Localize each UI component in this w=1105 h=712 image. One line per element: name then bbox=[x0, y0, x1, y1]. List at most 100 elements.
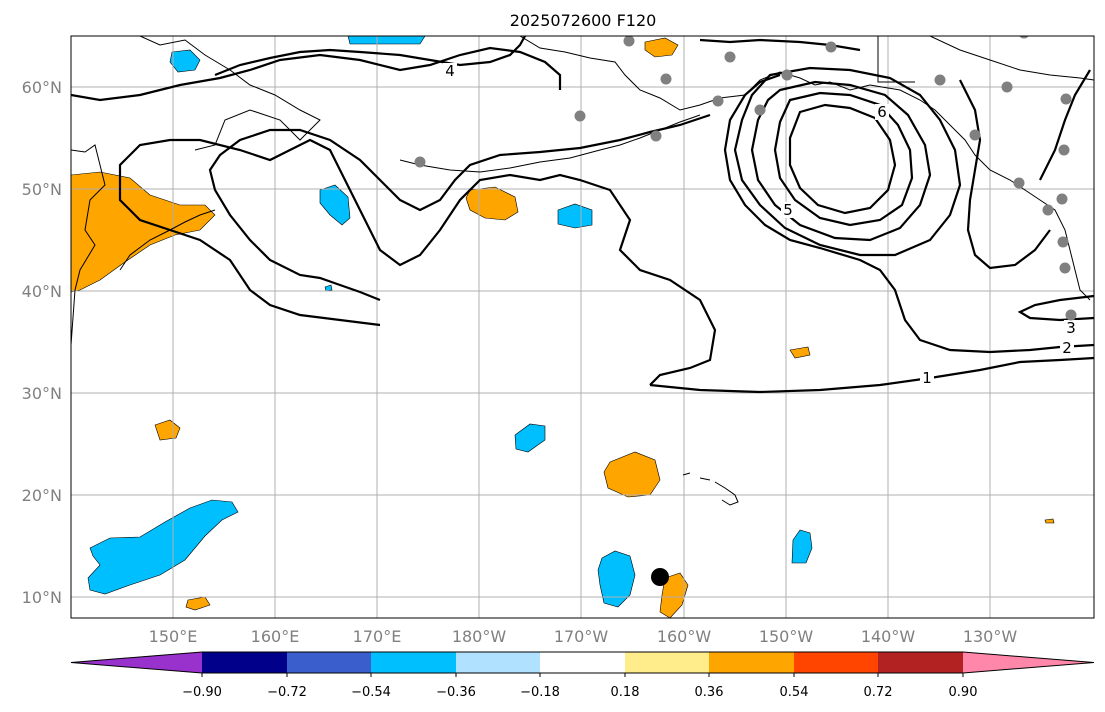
colorbar-segment bbox=[878, 652, 963, 673]
station-marker bbox=[1057, 236, 1069, 248]
colorbar-segment bbox=[709, 652, 794, 673]
station-marker bbox=[414, 156, 426, 168]
station-marker bbox=[825, 41, 837, 53]
anomaly-region-bering-b bbox=[347, 36, 426, 45]
coastline-chukotka bbox=[139, 36, 321, 151]
station-marker bbox=[754, 104, 766, 116]
anomaly-region-aleutian bbox=[319, 184, 351, 226]
lat-label: 10°N bbox=[22, 588, 62, 607]
station-marker bbox=[1013, 177, 1025, 189]
station-marker bbox=[650, 130, 662, 142]
anomaly-region-subtropic-west bbox=[154, 419, 181, 441]
coastline-hawaii bbox=[682, 472, 739, 506]
station-markers bbox=[414, 36, 1077, 321]
anomaly-region-small bbox=[324, 284, 333, 292]
lon-label: 170°E bbox=[353, 627, 402, 646]
map-title: 2025072600 F120 bbox=[510, 11, 657, 30]
anomaly-region-west-subtropic bbox=[87, 499, 239, 595]
colorbar-extend-min bbox=[71, 652, 203, 673]
lat-label: 60°N bbox=[22, 78, 62, 97]
lat-label: 40°N bbox=[22, 282, 62, 301]
colorbar-segment bbox=[287, 652, 371, 673]
anomaly-region-south-central-b bbox=[597, 550, 636, 608]
storm-center-marker bbox=[651, 568, 669, 586]
contour-label-4: 4 bbox=[445, 62, 455, 80]
lat-label: 30°N bbox=[22, 384, 62, 403]
lat-label: 20°N bbox=[22, 486, 62, 505]
anomaly-region-east-tropic bbox=[791, 529, 813, 564]
coastline-alaska-west bbox=[519, 36, 871, 111]
longitude-labels: 150°E 160°E 170°E 180°W 170°W 160°W 150°… bbox=[149, 627, 1018, 646]
contour-line-3 bbox=[71, 46, 1094, 322]
coastline-canada-north bbox=[929, 36, 1094, 81]
lon-label: 170°W bbox=[554, 627, 609, 646]
colorbar-segment bbox=[371, 652, 456, 673]
contour-line-east-a bbox=[959, 79, 1051, 270]
station-marker bbox=[1001, 81, 1013, 93]
contour-lines bbox=[71, 36, 1094, 394]
contour-label-2: 2 bbox=[1062, 339, 1072, 357]
station-marker bbox=[1056, 193, 1068, 205]
anomaly-region-central-north bbox=[557, 203, 593, 229]
coastline-asia bbox=[71, 144, 106, 346]
colorbar-tick-label: 0.90 bbox=[949, 685, 978, 700]
anomaly-region-kamchatka bbox=[71, 171, 216, 293]
colorbar-extend-max bbox=[963, 652, 1094, 673]
colorbar-tick-label: 0.36 bbox=[695, 685, 724, 700]
station-marker bbox=[623, 36, 635, 47]
station-marker bbox=[724, 51, 736, 63]
colorbar-tick-label: 0.18 bbox=[611, 685, 640, 700]
contour-label-1: 1 bbox=[922, 369, 932, 387]
station-marker bbox=[1059, 262, 1071, 274]
station-marker bbox=[934, 74, 946, 86]
contour-line-east-b bbox=[1039, 69, 1091, 181]
station-marker bbox=[660, 73, 672, 85]
negative-anomaly-regions bbox=[87, 36, 813, 608]
map-panel: 1 2 3 4 5 6 bbox=[71, 36, 1094, 618]
station-marker bbox=[781, 69, 793, 81]
station-marker bbox=[1065, 309, 1077, 321]
anomaly-region-east bbox=[789, 346, 811, 359]
colorbar-segment bbox=[202, 652, 287, 673]
lat-label: 50°N bbox=[22, 180, 62, 199]
colorbar-tick-label: −0.54 bbox=[351, 685, 391, 700]
colorbar-tick-label: −0.90 bbox=[182, 685, 222, 700]
colorbar-tick-label: 0.72 bbox=[864, 685, 893, 700]
contour-label-3: 3 bbox=[1066, 319, 1076, 337]
lon-label: 160°W bbox=[657, 627, 712, 646]
contour-line-2b bbox=[723, 73, 1094, 354]
coastline-border-a bbox=[877, 36, 915, 83]
colorbar-segment bbox=[540, 652, 625, 673]
station-marker bbox=[969, 129, 981, 141]
colorbar-tick-label: 0.54 bbox=[780, 685, 809, 700]
colorbar-segment bbox=[456, 652, 540, 673]
colorbar-labels: −0.90 −0.72 −0.54 −0.36 −0.18 0.18 0.36 … bbox=[182, 685, 977, 700]
lon-label: 180°W bbox=[452, 627, 507, 646]
colorbar-tick-label: −0.72 bbox=[267, 685, 307, 700]
station-marker bbox=[1019, 36, 1029, 39]
anomaly-region-far-east bbox=[1044, 518, 1055, 524]
contour-line-low-outer bbox=[733, 66, 962, 257]
station-marker bbox=[574, 110, 586, 122]
contour-label-6: 6 bbox=[877, 103, 887, 121]
anomaly-region-bering-a bbox=[169, 49, 201, 73]
lon-label: 140°W bbox=[861, 627, 916, 646]
station-marker bbox=[1060, 93, 1072, 105]
station-marker bbox=[712, 95, 724, 107]
colorbar-segment bbox=[625, 652, 709, 673]
colorbar-tick-label: −0.36 bbox=[436, 685, 476, 700]
anomaly-region-hawaii-nw bbox=[514, 423, 546, 453]
contour-line-low-inner bbox=[773, 91, 914, 227]
latitude-labels: 60°N 50°N 40°N 30°N 20°N 10°N bbox=[22, 78, 62, 607]
lon-label: 150°W bbox=[759, 627, 814, 646]
graticule bbox=[71, 36, 1094, 618]
contour-line-2a bbox=[208, 113, 711, 302]
anomaly-region-gulf-alaska bbox=[644, 37, 679, 58]
contour-labels: 1 2 3 4 5 6 bbox=[443, 62, 1078, 387]
colorbar bbox=[70, 651, 1095, 677]
contour-line-1 bbox=[118, 138, 1094, 394]
map-frame bbox=[70, 35, 1095, 619]
lon-label: 150°E bbox=[149, 627, 198, 646]
contour-label-5: 5 bbox=[783, 201, 793, 219]
